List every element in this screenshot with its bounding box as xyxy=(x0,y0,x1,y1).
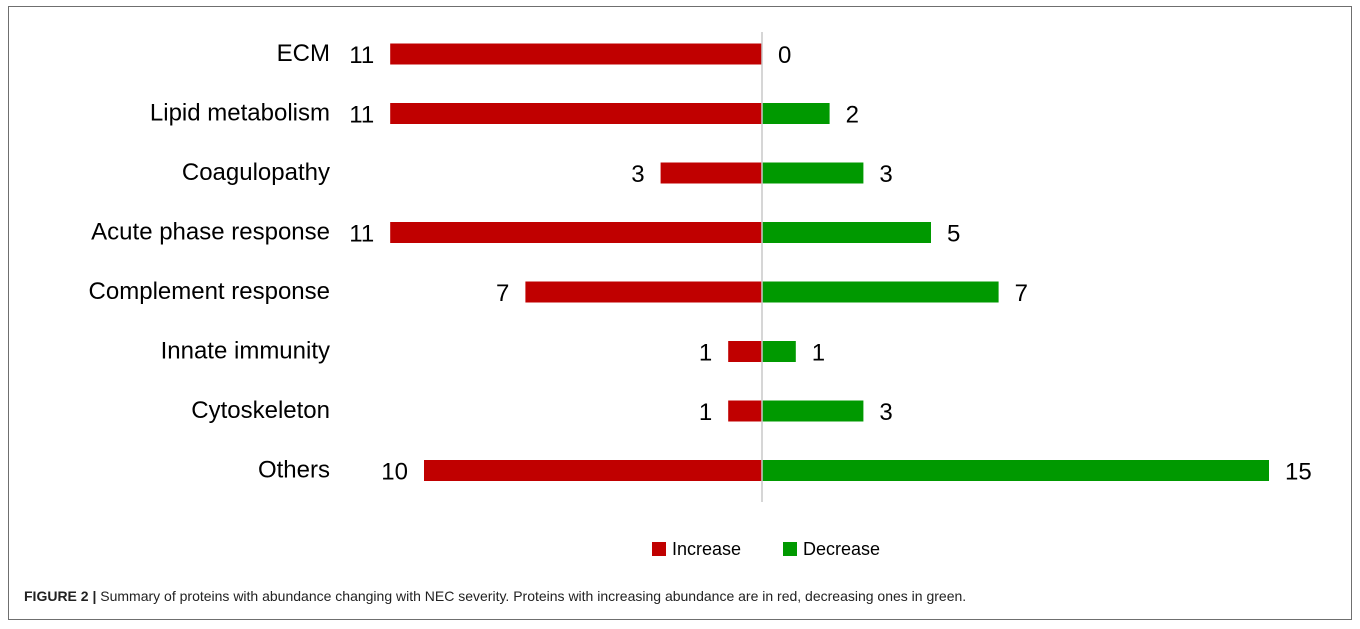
category-label: Lipid metabolism xyxy=(150,100,330,127)
legend-increase-label: Increase xyxy=(672,539,741,559)
category-label: Coagulopathy xyxy=(182,159,330,186)
category-label: Innate immunity xyxy=(161,338,330,365)
legend-decrease-label: Decrease xyxy=(803,539,880,559)
increase-value-label: 11 xyxy=(349,221,374,248)
increase-bar xyxy=(728,400,762,422)
decrease-bar xyxy=(762,460,1269,481)
decrease-value-label: 0 xyxy=(778,42,791,69)
increase-value-label: 10 xyxy=(381,459,408,486)
decrease-value-label: 3 xyxy=(879,399,892,426)
category-label: ECM xyxy=(277,40,330,67)
decrease-bar xyxy=(762,400,864,422)
decrease-bar xyxy=(762,103,830,124)
decrease-bar xyxy=(762,281,999,303)
decrease-value-label: 2 xyxy=(846,102,859,129)
increase-value-label: 11 xyxy=(349,102,374,129)
figure-caption: FIGURE 2 | Summary of proteins with abun… xyxy=(24,588,966,604)
decrease-value-label: 7 xyxy=(1015,280,1028,307)
increase-bar xyxy=(728,341,762,362)
category-label: Acute phase response xyxy=(91,219,330,246)
increase-bar xyxy=(424,460,762,481)
increase-value-label: 1 xyxy=(699,340,712,367)
legend-increase-swatch xyxy=(652,542,666,556)
increase-bar xyxy=(390,103,762,124)
decrease-value-label: 1 xyxy=(812,340,825,367)
category-label: Cytoskeleton xyxy=(191,397,330,424)
decrease-bar xyxy=(762,222,931,243)
increase-bar xyxy=(660,162,762,184)
decrease-value-label: 5 xyxy=(947,221,960,248)
caption-text: Summary of proteins with abundance chang… xyxy=(96,588,967,604)
figure-frame xyxy=(8,6,1352,620)
increase-value-label: 11 xyxy=(349,42,374,69)
increase-bar xyxy=(390,43,762,65)
decrease-value-label: 3 xyxy=(879,161,892,188)
decrease-bar xyxy=(762,162,864,184)
increase-value-label: 3 xyxy=(631,161,644,188)
increase-value-label: 7 xyxy=(496,280,509,307)
category-label: Complement response xyxy=(89,278,330,305)
increase-bar xyxy=(525,281,762,303)
legend-decrease-swatch xyxy=(783,542,797,556)
decrease-bar xyxy=(762,341,796,362)
increase-bar xyxy=(390,222,762,243)
decrease-value-label: 15 xyxy=(1285,459,1312,486)
category-label: Others xyxy=(258,457,330,484)
increase-value-label: 1 xyxy=(699,399,712,426)
figure-label: FIGURE 2 | xyxy=(24,588,97,604)
